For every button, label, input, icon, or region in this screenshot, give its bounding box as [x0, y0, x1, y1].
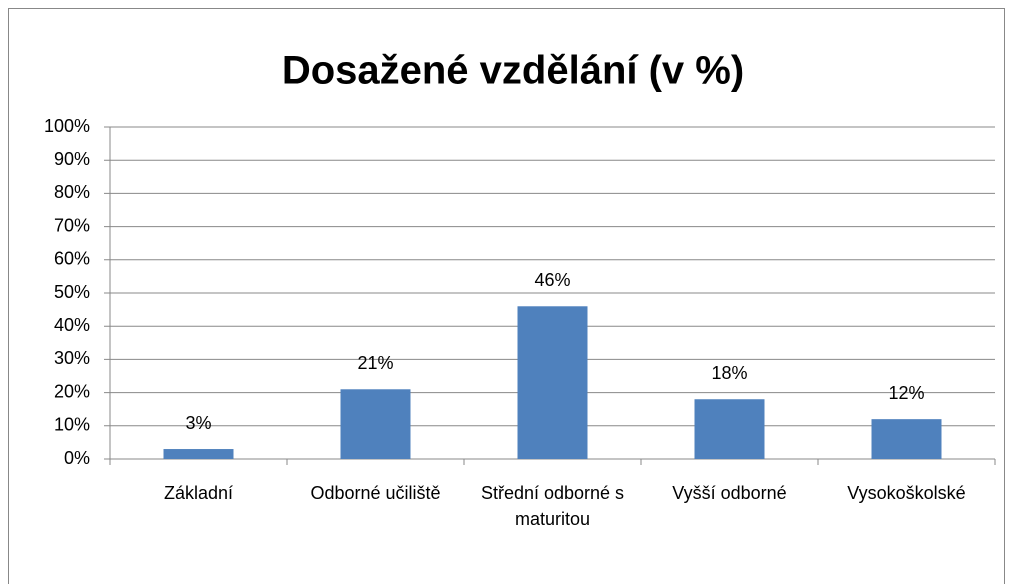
- x-tick-label: Základní: [163, 483, 234, 503]
- y-tick-label: 90%: [54, 149, 90, 169]
- y-tick-label: 0%: [64, 448, 90, 468]
- bar: [340, 389, 411, 459]
- x-tick-label: Vyšší odborné: [672, 483, 787, 503]
- bar: [517, 306, 588, 459]
- x-tick-label: Vysokoškolské: [847, 483, 966, 503]
- y-tick-label: 100%: [44, 116, 90, 136]
- data-label: 3%: [185, 413, 211, 433]
- bar: [871, 419, 942, 459]
- x-tick-label: Odborné učiliště: [310, 483, 441, 503]
- data-label: 12%: [888, 383, 924, 403]
- y-tick-label: 60%: [54, 249, 90, 269]
- y-tick-label: 20%: [54, 381, 90, 401]
- y-tick-label: 40%: [54, 315, 90, 335]
- data-label: 46%: [534, 270, 570, 290]
- y-tick-label: 80%: [54, 182, 90, 202]
- y-tick-label: 10%: [54, 415, 90, 435]
- chart-title: Dosažené vzdělání (v %): [282, 49, 744, 93]
- y-tick-label: 30%: [54, 348, 90, 368]
- data-label: 18%: [711, 363, 747, 383]
- y-tick-label: 70%: [54, 215, 90, 235]
- data-label: 21%: [357, 353, 393, 373]
- y-tick-label: 50%: [54, 282, 90, 302]
- x-tick-label: Střední odborné s maturitou: [480, 483, 625, 529]
- bar: [163, 449, 234, 459]
- chart-frame: [8, 8, 1005, 584]
- bar: [694, 399, 765, 459]
